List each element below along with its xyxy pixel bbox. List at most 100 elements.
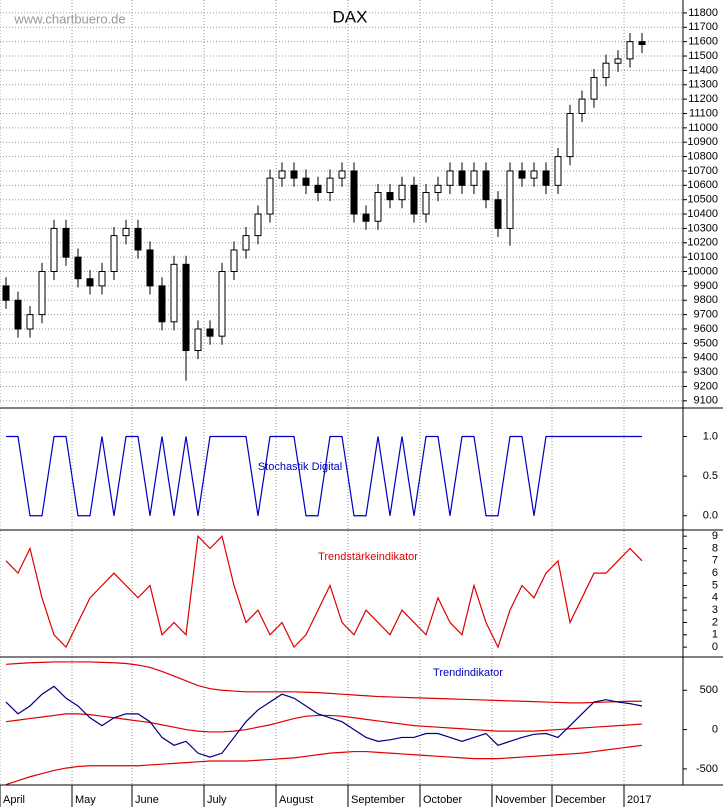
y-tick-label: 7 [712, 555, 718, 567]
y-tick-label: 9400 [694, 352, 718, 364]
series-line [5, 534, 643, 649]
candle-body [614, 58, 622, 64]
panel-label: Trendindikator [433, 667, 503, 679]
candle-body [110, 235, 118, 273]
x-tick-label: June [135, 794, 159, 806]
x-tick-label: November [495, 794, 546, 806]
candle-body [638, 41, 646, 46]
candle-body [254, 213, 262, 237]
candle-body [518, 170, 526, 179]
x-tick-label: August [279, 794, 313, 806]
candle-body [314, 184, 322, 194]
y-tick-label: 0 [712, 641, 718, 653]
y-tick-label: 1.0 [703, 430, 718, 442]
y-tick-label: 4 [712, 592, 718, 604]
y-tick-label: 9900 [694, 280, 718, 292]
candle-body [14, 299, 22, 330]
candle-body [470, 170, 478, 186]
candle-body [266, 177, 274, 215]
y-tick-label: 11200 [688, 93, 718, 105]
y-tick-label: 0 [712, 723, 718, 735]
candle-body [494, 199, 502, 229]
y-tick-label: 11300 [688, 79, 718, 91]
y-tick-label: 8 [712, 542, 718, 554]
y-tick-label: 0.0 [703, 510, 718, 522]
x-tick-label: 2017 [627, 794, 651, 806]
candle-body [146, 249, 154, 287]
candle-body [230, 249, 238, 273]
candle-body [350, 170, 358, 215]
series-line [5, 661, 642, 704]
y-tick-label: 10100 [687, 251, 718, 263]
y-tick-label: 6 [712, 567, 718, 579]
x-tick-label: December [555, 794, 606, 806]
candle-body [2, 285, 10, 301]
x-tick-label: July [207, 794, 227, 806]
candle-body [362, 213, 370, 222]
candle-body [434, 184, 442, 194]
candle-body [122, 227, 130, 237]
y-tick-label: 500 [700, 684, 718, 696]
series-line [5, 744, 643, 786]
candle-body [74, 256, 82, 280]
candle-body [386, 192, 394, 201]
x-tick-label: May [75, 794, 96, 806]
candle-body [590, 77, 598, 100]
candle-body [458, 170, 466, 186]
y-tick-label: 10600 [687, 179, 718, 191]
candle-body [242, 235, 250, 251]
y-tick-label: 1 [712, 629, 718, 641]
candle-body [626, 41, 634, 60]
chart-title: DAX [333, 7, 368, 26]
y-tick-label: 11400 [688, 64, 718, 76]
candle-body [218, 271, 226, 337]
y-tick-label: 2 [712, 616, 718, 628]
candle-body [278, 170, 286, 179]
candle-body [290, 170, 298, 179]
y-tick-label: 9100 [694, 395, 718, 407]
candle-body [62, 227, 70, 258]
x-tick-label: April [3, 794, 25, 806]
x-tick-label: September [351, 794, 405, 806]
candle-body [422, 192, 430, 215]
candle-body [566, 112, 574, 158]
candle-body [134, 227, 142, 251]
y-tick-label: 11100 [689, 107, 718, 119]
candle-body [26, 314, 34, 330]
candle-body [602, 62, 610, 79]
candle-body [182, 263, 190, 352]
candle-body [374, 192, 382, 222]
y-tick-label: 11600 [688, 36, 718, 48]
series-line [5, 685, 643, 758]
y-tick-label: 9800 [694, 294, 718, 306]
y-tick-label: 11000 [688, 122, 718, 134]
y-tick-label: 10500 [687, 194, 718, 206]
y-tick-label: 9700 [694, 309, 718, 321]
candle-body [38, 271, 46, 316]
y-tick-label: 9200 [694, 380, 718, 392]
y-tick-label: 11700 [688, 21, 718, 33]
y-tick-label: 3 [712, 604, 718, 616]
candle-body [446, 170, 454, 186]
x-tick-label: October [423, 794, 462, 806]
candle-body [410, 184, 418, 215]
candle-body [542, 170, 550, 186]
y-tick-label: 9500 [694, 337, 718, 349]
y-tick-label: 10900 [687, 136, 718, 148]
y-tick-label: 9 [712, 530, 718, 542]
y-tick-label: -500 [696, 763, 718, 775]
candle-body [302, 177, 310, 186]
y-tick-label: 10000 [687, 265, 718, 277]
candle-body [158, 285, 166, 323]
y-tick-label: 11500 [688, 50, 718, 62]
candle-body [326, 177, 334, 194]
y-tick-label: 10400 [687, 208, 718, 220]
y-tick-label: 9600 [694, 323, 718, 335]
candle-body [398, 184, 406, 201]
y-tick-label: 5 [712, 579, 718, 591]
candle-body [194, 328, 202, 352]
y-tick-label: 9300 [694, 366, 718, 378]
